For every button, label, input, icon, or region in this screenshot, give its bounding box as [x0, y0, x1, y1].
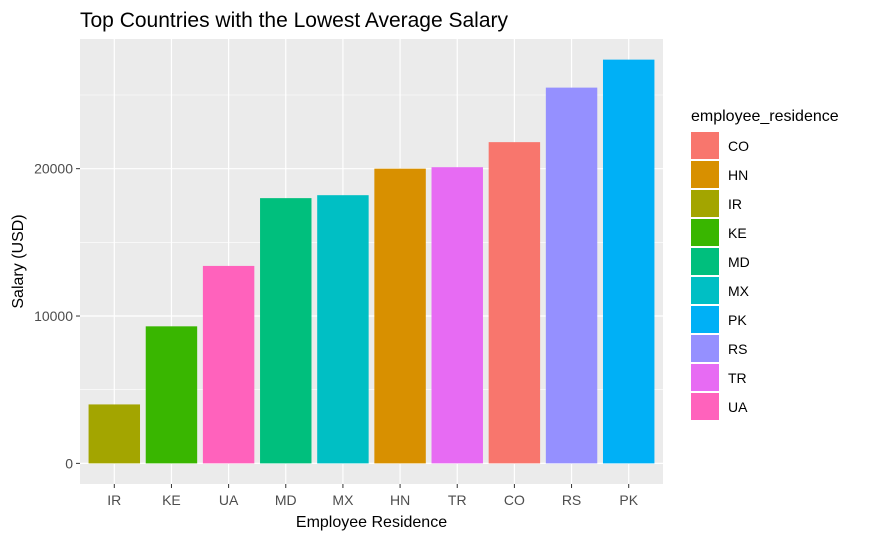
x-tick-label: UA	[219, 492, 239, 508]
bar-ke	[145, 326, 198, 464]
legend-label: HN	[728, 167, 748, 183]
x-tick-label: HN	[390, 492, 410, 508]
bars	[88, 59, 655, 464]
legend-item-hn: HN	[691, 161, 748, 188]
y-tick-label: 20000	[34, 161, 73, 177]
legend-key	[691, 335, 719, 362]
legend-item-co: CO	[691, 132, 749, 159]
legend-item-md: MD	[691, 248, 750, 275]
legend-key	[691, 132, 719, 159]
x-axis-title: Employee Residence	[296, 514, 447, 531]
legend-item-ke: KE	[691, 219, 747, 246]
chart-title: Top Countries with the Lowest Average Sa…	[80, 9, 509, 32]
legend-label: UA	[728, 399, 748, 415]
legend-title: employee_residence	[691, 108, 839, 125]
bar-co	[488, 142, 541, 464]
bar-mx	[317, 195, 369, 464]
legend-key	[691, 248, 719, 275]
legend-key	[691, 277, 719, 304]
legend-label: RS	[728, 341, 747, 357]
y-tick-label: 10000	[34, 308, 73, 324]
legend-item-mx: MX	[691, 277, 750, 304]
bar-md	[260, 198, 312, 464]
legend-item-ir: IR	[691, 190, 742, 217]
legend-label: TR	[728, 370, 747, 386]
y-tick-label: 0	[65, 455, 73, 471]
legend-key	[691, 219, 719, 246]
legend-key	[691, 306, 719, 333]
x-tick-label: MD	[275, 492, 297, 508]
legend-item-rs: RS	[691, 335, 747, 362]
legend-label: IR	[728, 196, 742, 212]
y-axis: 0 10000 20000	[34, 161, 80, 471]
x-tick-label: IR	[107, 492, 121, 508]
x-tick-label: KE	[162, 492, 181, 508]
y-axis-title: Salary (USD)	[10, 214, 27, 308]
legend-label: KE	[728, 225, 747, 241]
legend-items: CO HN IR KE MD MX PK RS TR UA	[691, 132, 750, 420]
legend-label: MX	[728, 283, 750, 299]
legend-item-tr: TR	[691, 364, 747, 391]
legend: employee_residence CO HN IR KE MD MX PK RS TR UA	[691, 108, 839, 420]
x-tick-label: RS	[562, 492, 581, 508]
legend-item-pk: PK	[691, 306, 747, 333]
x-tick-label: TR	[448, 492, 467, 508]
bar-ua	[202, 265, 255, 464]
legend-label: PK	[728, 312, 747, 328]
legend-key	[691, 393, 719, 420]
bar-rs	[545, 87, 598, 464]
bar-ir	[88, 404, 141, 464]
x-axis: IR KE UA MD MX HN TR CO RS PK	[107, 484, 639, 508]
x-tick-label: CO	[504, 492, 525, 508]
legend-label: MD	[728, 254, 750, 270]
x-tick-label: MX	[332, 492, 354, 508]
legend-key	[691, 190, 719, 217]
legend-label: CO	[728, 138, 749, 154]
bar-tr	[431, 167, 483, 464]
x-tick-label: PK	[619, 492, 638, 508]
bar-hn	[374, 168, 426, 464]
legend-item-ua: UA	[691, 393, 748, 420]
legend-key	[691, 161, 719, 188]
legend-key	[691, 364, 719, 391]
bar-pk	[602, 59, 655, 464]
